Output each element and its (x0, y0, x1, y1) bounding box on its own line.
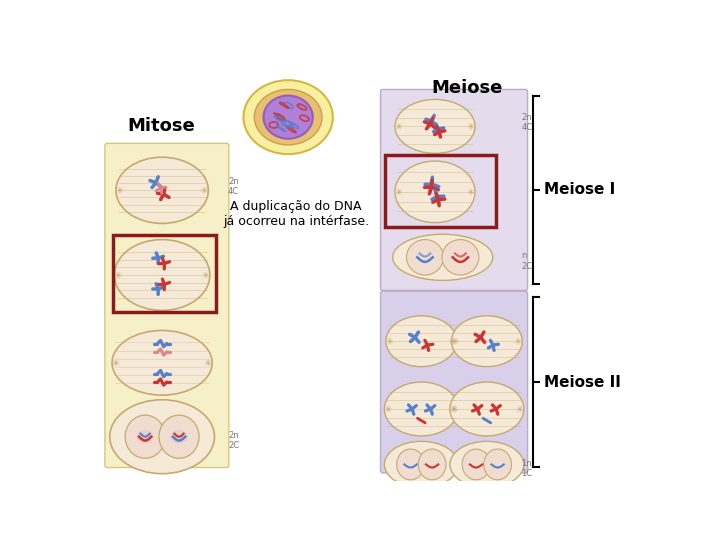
Text: n
2C: n 2C (521, 252, 533, 271)
Ellipse shape (442, 240, 479, 275)
Ellipse shape (392, 234, 492, 280)
Ellipse shape (109, 400, 215, 474)
Ellipse shape (395, 99, 475, 153)
Text: 2n
2C: 2n 2C (228, 431, 239, 450)
Ellipse shape (254, 90, 322, 145)
Ellipse shape (112, 330, 212, 395)
Text: Meiose II: Meiose II (544, 375, 621, 389)
Ellipse shape (397, 449, 424, 480)
Text: 1n
1C: 1n 1C (521, 458, 533, 478)
Text: A duplicação do DNA
já ocorreu na intérfase.: A duplicação do DNA já ocorreu na intérf… (222, 200, 369, 227)
Ellipse shape (137, 430, 153, 444)
Ellipse shape (462, 449, 490, 480)
Ellipse shape (386, 316, 456, 367)
Ellipse shape (450, 441, 524, 488)
FancyBboxPatch shape (381, 90, 528, 291)
Ellipse shape (114, 240, 210, 310)
FancyBboxPatch shape (381, 291, 528, 473)
Ellipse shape (384, 382, 459, 436)
Ellipse shape (418, 449, 446, 480)
Text: 2n
4C: 2n 4C (228, 177, 239, 196)
Ellipse shape (171, 430, 187, 444)
Bar (385, 155, 496, 227)
Ellipse shape (407, 240, 444, 275)
Ellipse shape (451, 316, 522, 367)
Ellipse shape (125, 415, 165, 458)
Ellipse shape (116, 157, 208, 224)
Ellipse shape (395, 161, 475, 222)
Ellipse shape (384, 441, 459, 488)
Ellipse shape (264, 96, 312, 139)
Text: 2n
4C: 2n 4C (521, 113, 533, 132)
Text: Meiose: Meiose (432, 79, 503, 97)
Bar (113, 235, 216, 312)
Ellipse shape (243, 80, 333, 154)
Ellipse shape (450, 382, 524, 436)
Ellipse shape (159, 415, 199, 458)
Ellipse shape (484, 449, 511, 480)
Text: Meiose I: Meiose I (544, 183, 615, 198)
Text: Mitose: Mitose (127, 117, 195, 135)
FancyBboxPatch shape (105, 143, 229, 468)
